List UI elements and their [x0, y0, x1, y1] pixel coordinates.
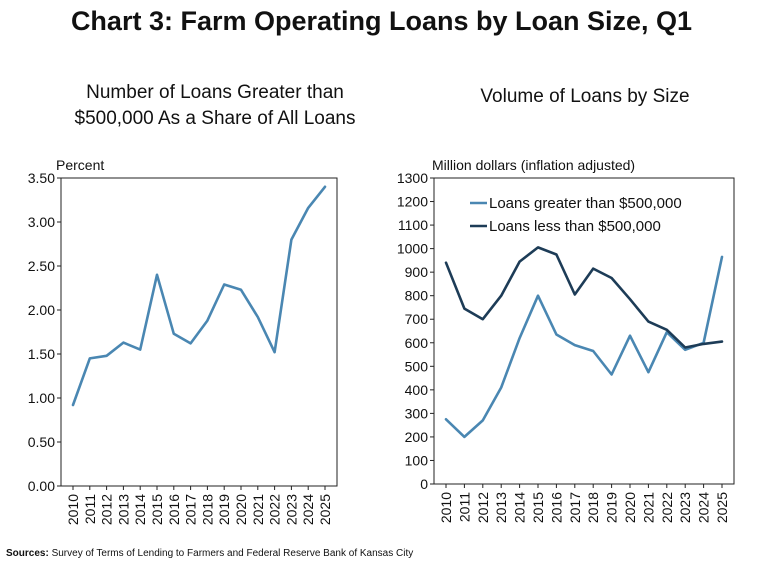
left-x-tick-label: 2014	[132, 494, 148, 525]
left-y-tick-label: 2.50	[28, 258, 55, 274]
right-x-tick-label: 2013	[493, 492, 509, 523]
left-x-tick-label: 2010	[65, 494, 81, 525]
right-y-tick-label: 400	[405, 382, 429, 398]
sources-label: Sources:	[6, 548, 49, 559]
left-chart-title: Number of Loans Greater than $500,000 As…	[20, 80, 410, 132]
right-x-tick-label: 2025	[714, 492, 730, 523]
right-x-tick-label: 2017	[567, 492, 583, 523]
right-x-tick-label: 2014	[512, 492, 528, 523]
left-x-tick-label: 2023	[283, 494, 299, 525]
left-y-tick-label: 0.50	[28, 434, 55, 450]
left-x-tick-label: 2019	[216, 494, 232, 525]
right-y-tick-label: 100	[405, 452, 429, 468]
left-x-tick-label: 2011	[82, 494, 98, 524]
right-x-tick-label: 2015	[530, 492, 546, 523]
right-y-tick-label: 1200	[397, 194, 428, 210]
left-chart-title-line-2: $500,000 As a Share of All Loans	[74, 108, 356, 129]
right-y-tick-label: 500	[405, 358, 429, 374]
right-x-tick-label: 2010	[438, 492, 454, 523]
left-y-tick-label: 2.00	[28, 302, 55, 318]
left-y-tick-label: 3.50	[28, 170, 55, 186]
right-y-tick-label: 0	[420, 476, 428, 492]
left-plot-frame	[60, 177, 338, 487]
right-x-tick-label: 2020	[622, 492, 638, 523]
right-x-tick-label: 2011	[456, 492, 472, 522]
legend-label-2: Loans less than $500,000	[489, 218, 661, 235]
left-x-tick-label: 2013	[115, 494, 131, 525]
right-y-tick-label: 200	[405, 429, 429, 445]
left-x-tick-label: 2020	[233, 494, 249, 525]
right-series-line-2	[444, 246, 724, 349]
right-y-tick-label: 600	[405, 335, 429, 351]
left-x-tick-label: 2021	[250, 494, 266, 525]
right-x-tick-label: 2021	[640, 492, 656, 523]
right-plot-frame	[433, 177, 735, 485]
right-x-tick-label: 2012	[475, 492, 491, 523]
left-x-tick-label: 2017	[183, 494, 199, 525]
left-series-line-1	[71, 185, 327, 407]
left-chart-title-line-1: Number of Loans Greater than	[86, 82, 344, 103]
right-y-tick-label: 1300	[397, 170, 428, 186]
right-x-tick-label: 2019	[604, 492, 620, 523]
sources-note: Sources: Survey of Terms of Lending to F…	[6, 548, 413, 559]
right-series-line-1	[444, 255, 724, 439]
left-x-tick-label: 2025	[317, 494, 333, 525]
left-x-tick-label: 2015	[149, 494, 165, 525]
right-y-tick-label: 700	[405, 311, 429, 327]
right-y-tick-label: 1000	[397, 241, 428, 257]
left-y-tick-label: 0.00	[28, 478, 55, 494]
right-x-tick-label: 2024	[696, 492, 712, 523]
sources-text: Survey of Terms of Lending to Farmers an…	[51, 548, 414, 559]
left-x-tick-label: 2012	[99, 494, 115, 525]
right-x-tick-label: 2022	[659, 492, 675, 523]
right-y-axis-label: Million dollars (inflation adjusted)	[432, 157, 635, 173]
right-x-tick-label: 2016	[548, 492, 564, 523]
right-x-tick-label: 2023	[677, 492, 693, 523]
left-x-tick-label: 2024	[300, 494, 316, 525]
right-y-tick-label: 1100	[398, 217, 428, 233]
right-y-tick-label: 900	[405, 264, 429, 280]
charts-canvas: Percent 0.00 0.50 1.00 1.50 2.00 2.50 3.00 3.50 2…	[28, 157, 735, 525]
right-chart-title: Volume of Loans by Size	[480, 86, 690, 107]
right-x-tick-label: 2018	[585, 492, 601, 523]
left-x-tick-label: 2018	[199, 494, 215, 525]
left-y-tick-label: 3.00	[28, 214, 55, 230]
left-y-tick-label: 1.00	[28, 390, 55, 406]
left-y-axis-label: Percent	[56, 157, 104, 173]
right-y-tick-label: 300	[405, 405, 429, 421]
legend-label-1: Loans greater than $500,000	[489, 195, 682, 212]
right-y-tick-label: 800	[405, 288, 429, 304]
left-y-tick-label: 1.50	[28, 346, 55, 362]
left-x-tick-label: 2022	[267, 494, 283, 525]
page-title: Chart 3: Farm Operating Loans by Loan Si…	[70, 6, 693, 36]
left-x-tick-label: 2016	[166, 494, 182, 525]
